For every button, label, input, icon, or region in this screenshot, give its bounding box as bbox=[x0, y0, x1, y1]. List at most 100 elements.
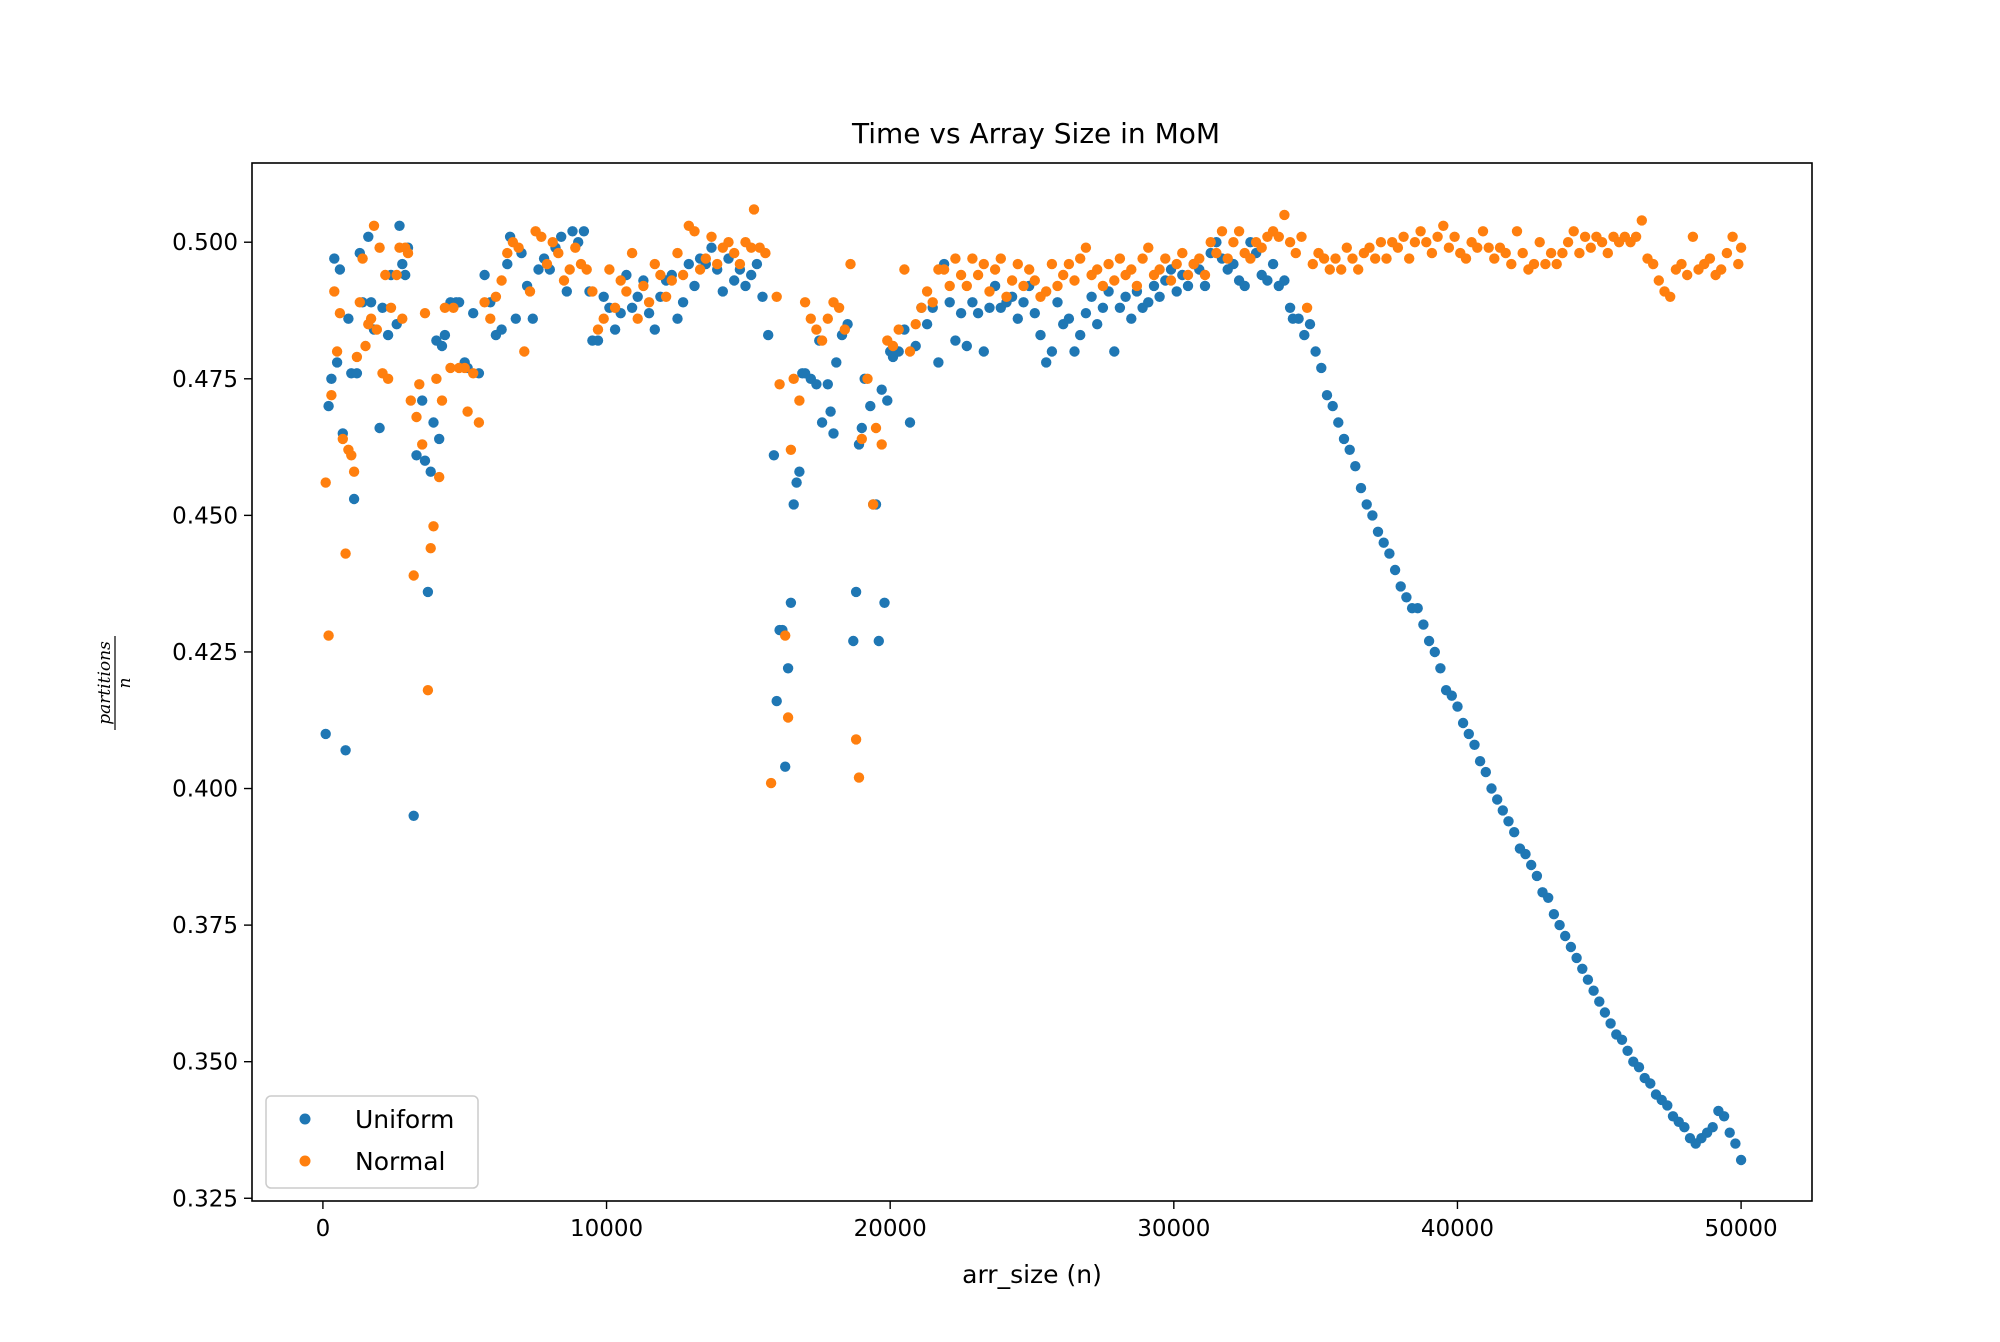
data-point-normal bbox=[1568, 226, 1579, 237]
data-point-normal bbox=[1001, 291, 1012, 302]
data-point-normal bbox=[1489, 253, 1500, 264]
data-point-normal bbox=[547, 237, 558, 248]
data-point-uniform bbox=[1645, 1078, 1656, 1089]
data-point-uniform bbox=[1126, 313, 1137, 324]
data-point-uniform bbox=[882, 395, 893, 406]
data-point-uniform bbox=[436, 340, 448, 352]
data-point-uniform bbox=[1588, 985, 1599, 996]
data-point-uniform bbox=[567, 226, 578, 237]
data-point-normal bbox=[1534, 237, 1545, 248]
data-point-normal bbox=[621, 286, 632, 297]
data-point-normal bbox=[1449, 231, 1460, 242]
data-point-uniform bbox=[1097, 302, 1109, 313]
data-point-uniform bbox=[811, 379, 822, 390]
data-point-normal bbox=[1426, 247, 1438, 259]
data-point-normal bbox=[1046, 258, 1058, 270]
data-point-normal bbox=[845, 258, 856, 270]
data-point-uniform bbox=[788, 499, 799, 510]
data-point-uniform bbox=[1463, 728, 1475, 740]
y-tick-label: 0.450 bbox=[172, 503, 238, 529]
data-point-uniform bbox=[434, 433, 445, 445]
data-point-normal bbox=[468, 368, 479, 379]
data-point-normal bbox=[771, 291, 782, 302]
data-point-normal bbox=[1171, 258, 1182, 270]
data-point-uniform bbox=[816, 417, 828, 428]
data-point-uniform bbox=[598, 291, 609, 302]
x-tick-label: 0 bbox=[316, 1216, 331, 1242]
data-point-normal bbox=[638, 280, 649, 292]
data-point-normal bbox=[592, 324, 604, 335]
data-point-uniform bbox=[873, 635, 884, 647]
data-point-normal bbox=[391, 269, 402, 281]
data-point-normal bbox=[1296, 231, 1307, 242]
data-point-normal bbox=[833, 302, 845, 313]
data-point-uniform bbox=[1395, 581, 1406, 592]
data-point-uniform bbox=[439, 329, 451, 341]
data-point-normal bbox=[1284, 237, 1296, 248]
data-point-normal bbox=[1092, 264, 1103, 275]
data-point-uniform bbox=[1293, 313, 1304, 324]
data-point-uniform bbox=[374, 422, 385, 434]
data-point-normal bbox=[782, 712, 794, 723]
data-point-normal bbox=[712, 258, 723, 270]
data-point-uniform bbox=[904, 417, 916, 428]
data-point-uniform bbox=[1560, 930, 1571, 942]
data-point-normal bbox=[672, 247, 683, 259]
data-point-normal bbox=[553, 247, 564, 259]
data-point-uniform bbox=[782, 663, 794, 674]
data-point-uniform bbox=[331, 357, 343, 368]
data-point-uniform bbox=[1267, 258, 1279, 270]
data-point-uniform bbox=[417, 395, 428, 406]
data-point-uniform bbox=[1182, 280, 1194, 292]
data-point-normal bbox=[346, 450, 357, 461]
data-point-normal bbox=[1301, 302, 1313, 313]
data-point-uniform bbox=[561, 286, 572, 297]
data-point-uniform bbox=[468, 308, 479, 319]
data-point-uniform bbox=[933, 357, 944, 368]
data-point-uniform bbox=[1154, 291, 1165, 302]
x-tick-label: 40000 bbox=[1421, 1216, 1494, 1242]
data-point-normal bbox=[1330, 253, 1341, 264]
data-point-normal bbox=[1205, 237, 1216, 248]
data-point-uniform bbox=[1429, 646, 1441, 658]
data-point-normal bbox=[541, 258, 553, 270]
data-point-normal bbox=[1347, 253, 1358, 264]
legend-label-normal: Normal bbox=[355, 1147, 445, 1176]
data-point-normal bbox=[1727, 231, 1738, 242]
data-point-normal bbox=[357, 253, 368, 264]
data-point-normal bbox=[323, 630, 334, 641]
data-point-normal bbox=[502, 247, 513, 259]
y-axis-label-denominator: n bbox=[115, 678, 135, 689]
data-point-normal bbox=[1596, 237, 1608, 248]
data-point-uniform bbox=[828, 428, 839, 439]
data-point-normal bbox=[1211, 247, 1222, 259]
data-point-uniform bbox=[1143, 297, 1154, 308]
data-point-uniform bbox=[822, 379, 833, 390]
data-point-normal bbox=[1472, 242, 1483, 253]
data-point-uniform bbox=[1492, 794, 1503, 805]
data-point-normal bbox=[354, 297, 365, 308]
data-point-uniform bbox=[672, 313, 683, 324]
data-point-normal bbox=[320, 477, 331, 488]
data-point-normal bbox=[1012, 258, 1023, 270]
data-point-normal bbox=[405, 395, 416, 406]
y-tick-label: 0.350 bbox=[172, 1050, 238, 1076]
data-point-normal bbox=[689, 226, 700, 237]
data-point-normal bbox=[382, 373, 394, 384]
data-point-uniform bbox=[791, 477, 802, 488]
data-point-uniform bbox=[382, 329, 394, 341]
data-point-uniform bbox=[961, 340, 972, 352]
data-point-normal bbox=[1126, 264, 1137, 275]
data-point-normal bbox=[1500, 247, 1511, 259]
data-point-normal bbox=[1665, 291, 1676, 302]
data-point-normal bbox=[921, 286, 933, 297]
data-point-normal bbox=[780, 630, 791, 641]
data-point-normal bbox=[856, 433, 867, 445]
data-point-uniform bbox=[1423, 635, 1435, 647]
x-axis: 0 10000 20000 30000 40000 50000 bbox=[316, 1201, 1778, 1242]
data-point-normal bbox=[938, 264, 950, 275]
data-point-uniform bbox=[850, 586, 862, 598]
data-point-normal bbox=[1194, 253, 1205, 264]
data-point-uniform bbox=[510, 313, 521, 324]
data-point-uniform bbox=[1565, 941, 1577, 953]
